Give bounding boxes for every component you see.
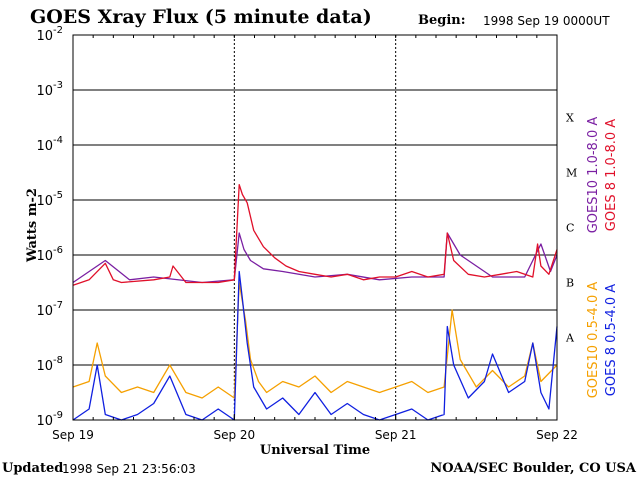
- y-axis-label: Watts m-2: [25, 188, 40, 263]
- flare-class-label: B: [566, 277, 574, 290]
- chart-title: GOES Xray Flux (5 minute data): [30, 6, 372, 28]
- x-tick-label: Sep 20: [213, 428, 255, 442]
- series-line: [72, 281, 558, 399]
- flare-class-label: C: [566, 222, 574, 235]
- plot-frame: [72, 34, 558, 421]
- begin-label: Begin:: [418, 13, 466, 28]
- y-tick-label: 10-2: [36, 25, 63, 44]
- legend-entry: GOES 8 1.0-8.0 A: [604, 119, 619, 231]
- x-tick-label: Sep 19: [52, 428, 94, 442]
- x-tick-label: Sep 21: [375, 428, 417, 442]
- x-axis-label: Universal Time: [260, 443, 370, 458]
- y-tick-label: 10-5: [36, 190, 63, 209]
- flare-class-label: M: [566, 167, 577, 180]
- series-line: [72, 270, 558, 421]
- updated-value: 1998 Sep 21 23:56:03: [62, 462, 196, 476]
- legend-entry: GOES10 1.0-8.0 A: [586, 117, 601, 234]
- series-line: [72, 232, 558, 284]
- y-tick-label: 10-9: [36, 410, 63, 429]
- begin-value: 1998 Sep 19 0000UT: [483, 14, 610, 28]
- updated-label: Updated: [2, 461, 64, 476]
- flare-class-label: A: [565, 332, 575, 345]
- y-tick-label: 10-6: [36, 245, 63, 264]
- flare-class-label: X: [566, 112, 574, 125]
- legend-entry: GOES 8 0.5-4.0 A: [604, 284, 619, 396]
- y-tick-label: 10-7: [36, 300, 63, 319]
- series-line: [72, 183, 558, 286]
- x-tick-label: Sep 22: [536, 428, 578, 442]
- y-tick-label: 10-4: [36, 135, 63, 154]
- legend-entry: GOES10 0.5-4.0 A: [586, 282, 601, 399]
- y-tick-label: 10-8: [36, 355, 63, 374]
- y-tick-label: 10-3: [36, 80, 63, 99]
- credit-text: NOAA/SEC Boulder, CO USA: [430, 461, 636, 476]
